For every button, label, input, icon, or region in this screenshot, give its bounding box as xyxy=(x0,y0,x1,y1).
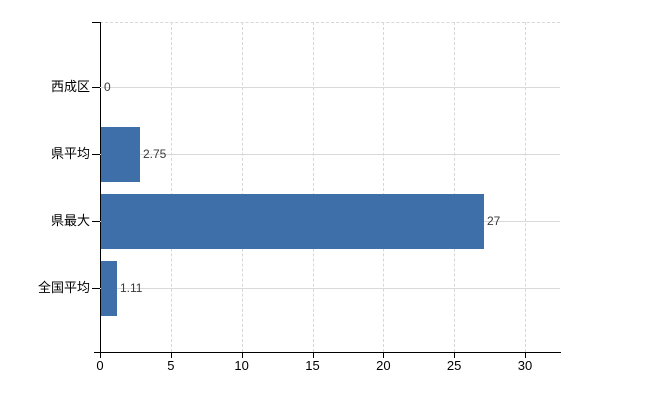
category-tick xyxy=(92,87,100,88)
value-label: 0 xyxy=(104,80,111,94)
x-tick-label: 25 xyxy=(446,358,462,373)
x-tick-label: 10 xyxy=(234,358,249,373)
x-axis-tick xyxy=(241,352,243,358)
category-label: 全国平均 xyxy=(37,280,90,295)
x-axis-line xyxy=(94,352,561,353)
vertical-gridline xyxy=(241,22,243,352)
category-label: 西成区 xyxy=(50,79,90,94)
value-label: 2.75 xyxy=(143,147,167,161)
vertical-gridline xyxy=(383,22,385,352)
vertical-gridline xyxy=(312,22,314,352)
vertical-gridline xyxy=(454,22,456,352)
x-tick-label: 15 xyxy=(305,358,320,373)
y-axis-line xyxy=(100,22,101,352)
category-gridline xyxy=(100,87,560,88)
bar xyxy=(101,127,140,182)
category-tick xyxy=(92,221,100,222)
x-axis-tick xyxy=(100,352,101,358)
y-axis-end-tick xyxy=(92,22,100,23)
plot-top-border xyxy=(100,22,560,23)
x-tick-label: 20 xyxy=(376,358,391,373)
category-gridline xyxy=(100,288,560,289)
x-axis-tick xyxy=(454,352,456,358)
bar xyxy=(101,261,117,316)
x-tick-label: 0 xyxy=(96,358,104,373)
x-tick-label: 5 xyxy=(167,358,175,373)
category-label: 県最大 xyxy=(50,213,90,228)
x-axis-tick xyxy=(312,352,314,358)
vertical-gridline xyxy=(170,22,172,352)
x-axis-tick xyxy=(383,352,385,358)
category-tick xyxy=(92,154,100,155)
category-tick xyxy=(92,288,100,289)
category-label: 県平均 xyxy=(50,146,90,161)
value-label: 1.11 xyxy=(120,281,143,295)
category-gridline xyxy=(100,154,560,155)
value-label: 27 xyxy=(487,214,501,228)
x-axis-tick xyxy=(525,352,526,358)
x-axis-tick xyxy=(170,352,172,358)
vertical-gridline xyxy=(525,22,526,352)
x-tick-label: 30 xyxy=(517,358,533,373)
bar xyxy=(101,194,484,249)
